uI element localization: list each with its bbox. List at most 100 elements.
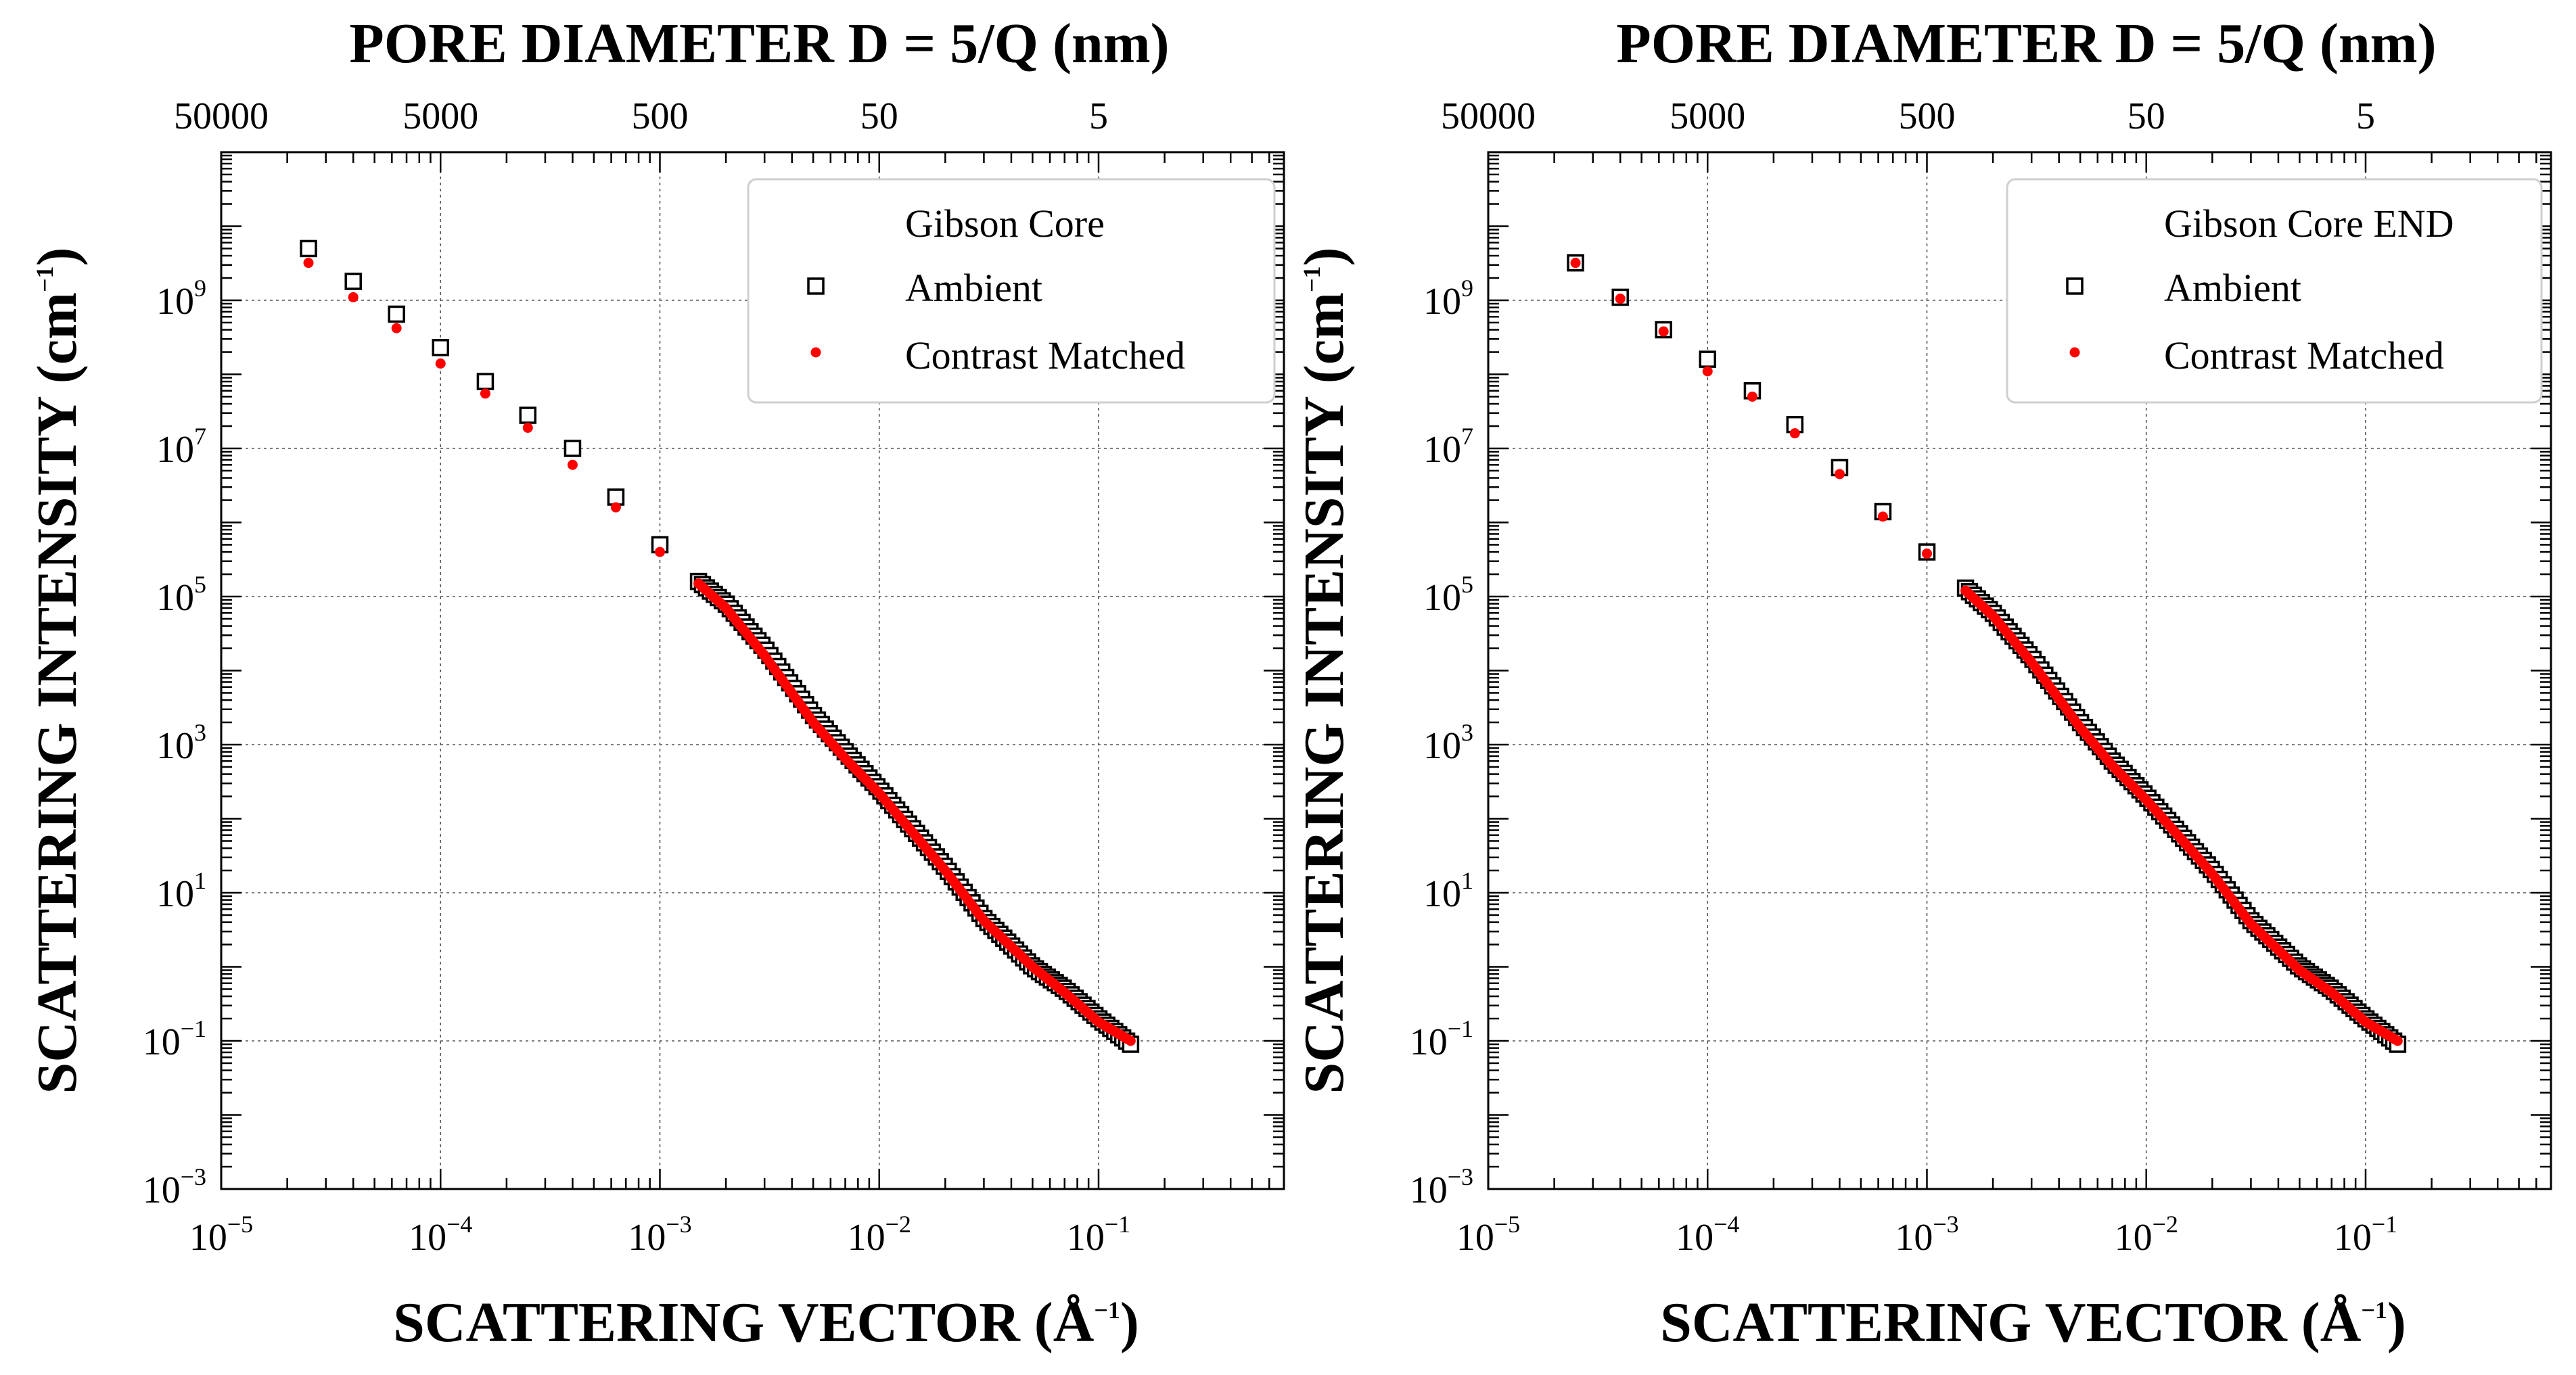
- ambient-point: [1699, 350, 1716, 368]
- x-tick-label-base: 10: [1676, 1217, 1714, 1259]
- x-tick-label-base: 10: [848, 1217, 886, 1259]
- y-tick-label-base: 10: [1423, 281, 1461, 323]
- y-axis-title-sup: −1: [1298, 266, 1325, 292]
- contrast-matched-point: [480, 388, 490, 399]
- y-tick-label-base: 10: [156, 429, 194, 471]
- y-tick-label: 101: [1423, 867, 1473, 915]
- legend-contrast-matched-marker: [810, 347, 821, 358]
- x-tick-label: 10−3: [628, 1211, 691, 1259]
- legend: Gibson Core END Ambient Contrast Matched: [2006, 178, 2543, 404]
- y-tick-label-exp: 1: [194, 867, 206, 894]
- x-tick-label-exp: −5: [1494, 1211, 1520, 1238]
- x-axis-title: SCATTERING VECTOR (Å−1): [1660, 1291, 2406, 1354]
- y-tick-label: 105: [156, 571, 206, 619]
- contrast-matched-point: [2392, 1035, 2403, 1046]
- x-tick-label-exp: −2: [886, 1211, 911, 1238]
- y-tick-label-exp: 3: [194, 719, 206, 746]
- x-tick-label: 10−5: [189, 1211, 253, 1259]
- contrast-matched-point: [522, 422, 533, 433]
- y-axis-title: SCATTERING INTENSITY (cm−1): [1293, 247, 1356, 1094]
- y-tick-label-base: 10: [156, 725, 194, 767]
- y-tick-label: 109: [1423, 275, 1473, 323]
- x-tick-label-exp: −2: [2153, 1211, 2178, 1238]
- y-tick-label-base: 10: [1410, 1021, 1448, 1063]
- contrast-matched-point: [1834, 469, 1845, 480]
- y-tick-label-exp: −3: [181, 1163, 206, 1190]
- y-tick-label: 103: [1423, 719, 1473, 767]
- legend-ambient-label: Ambient: [2164, 266, 2301, 310]
- y-tick-label: 107: [156, 423, 206, 471]
- top-tick-label: 50: [860, 95, 898, 137]
- x-tick-label-base: 10: [1067, 1217, 1105, 1259]
- x-tick-label-base: 10: [2334, 1217, 2372, 1259]
- x-tick-label: 10−2: [2115, 1211, 2178, 1259]
- x-axis-title-sup: −1: [1094, 1297, 1120, 1324]
- y-axis-title-main: SCATTERING INTENSITY (cm: [26, 292, 89, 1094]
- chart-panel-2: 10−5 10−4 10−3 10−2 10−110−310−1101103105107…: [1293, 12, 2552, 1354]
- contrast-matched-point: [391, 323, 402, 333]
- contrast-matched-point: [435, 358, 446, 369]
- y-tick-label: 107: [1423, 423, 1473, 471]
- y-tick-label: 109: [156, 275, 206, 323]
- y-tick-label-exp: 7: [194, 423, 206, 450]
- x-tick-label-base: 10: [1895, 1217, 1933, 1259]
- legend-box: [747, 178, 1276, 404]
- ambient-point: [388, 305, 405, 323]
- legend: Gibson Core Ambient Contrast Matched: [747, 178, 1276, 404]
- contrast-matched-point: [567, 459, 578, 470]
- x-tick-label-exp: −4: [1714, 1211, 1739, 1238]
- x-tick-label-base: 10: [409, 1217, 446, 1259]
- ambient-point: [519, 406, 537, 424]
- x-tick-label-base: 10: [628, 1217, 666, 1259]
- x-axis-title-end: ): [2387, 1291, 2406, 1354]
- contrast-matched-point: [1877, 511, 1888, 522]
- top-axis-title: PORE DIAMETER D = 5/Q (nm): [349, 12, 1169, 75]
- tick-marks: [1487, 151, 2552, 1190]
- y-axis-title: SCATTERING INTENSITY (cm−1): [26, 247, 89, 1094]
- contrast-matched-point: [1921, 549, 1932, 559]
- legend-title: Gibson Core: [905, 202, 1105, 246]
- y-axis-title-sup: −1: [31, 266, 58, 292]
- legend-box: [2006, 178, 2543, 404]
- top-tick-label: 500: [1898, 95, 1955, 137]
- ambient-point: [564, 440, 582, 457]
- y-tick-label-base: 10: [156, 281, 194, 323]
- top-tick-label: 5: [2356, 95, 2375, 137]
- y-tick-label-exp: −1: [1448, 1015, 1473, 1042]
- x-axis-title-sup: −1: [2361, 1297, 2387, 1324]
- x-tick-label: 10−4: [409, 1211, 472, 1259]
- series-contrast-matched: [303, 258, 1136, 1046]
- y-tick-label-exp: 1: [1461, 867, 1473, 894]
- plot-frame: [220, 151, 1285, 1190]
- legend-ambient-marker: [807, 277, 825, 295]
- y-tick-label-exp: 9: [1461, 275, 1473, 302]
- top-tick-label: 50000: [174, 95, 269, 137]
- y-tick-label-exp: 7: [1461, 423, 1473, 450]
- y-tick-label: 101: [156, 867, 206, 915]
- x-tick-label-exp: −5: [227, 1211, 253, 1238]
- contrast-matched-point: [610, 502, 621, 513]
- legend-contrast-matched-label: Contrast Matched: [905, 333, 1185, 377]
- y-tick-label-exp: 9: [194, 275, 206, 302]
- y-tick-label: 105: [1423, 571, 1473, 619]
- x-tick-label-base: 10: [2115, 1217, 2153, 1259]
- top-tick-label: 5: [1089, 95, 1108, 137]
- legend-ambient-label: Ambient: [905, 266, 1042, 310]
- y-tick-label: 10−3: [1410, 1163, 1473, 1211]
- x-tick-label: 10−3: [1895, 1211, 1958, 1259]
- y-axis-title-end: ): [26, 247, 89, 266]
- x-tick-label: 10−5: [1456, 1211, 1520, 1259]
- top-axis-title: PORE DIAMETER D = 5/Q (nm): [1616, 12, 2436, 75]
- y-tick-label-base: 10: [1423, 873, 1461, 915]
- ambient-point: [300, 239, 317, 258]
- top-tick-label: 5000: [402, 95, 478, 137]
- legend-contrast-matched-marker: [2069, 347, 2080, 358]
- x-tick-label-exp: −3: [1933, 1211, 1958, 1238]
- top-tick-label: 500: [631, 95, 688, 137]
- top-tick-label: 50: [2128, 95, 2165, 137]
- x-tick-label: 10−4: [1676, 1211, 1739, 1259]
- contrast-matched-point: [1789, 428, 1800, 439]
- contrast-matched-point: [303, 258, 314, 269]
- legend-ambient-marker: [2066, 277, 2084, 295]
